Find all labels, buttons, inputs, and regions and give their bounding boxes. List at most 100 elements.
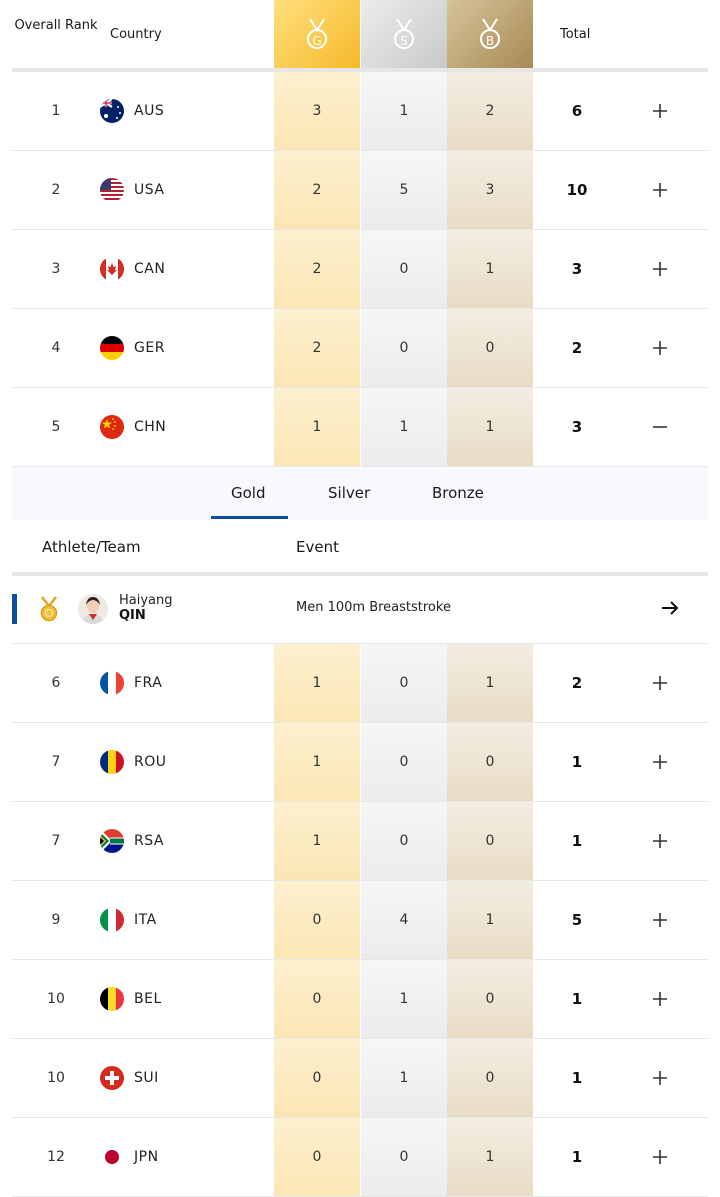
total-count: 1 — [571, 990, 583, 1008]
gold-count: 0 — [274, 960, 360, 1038]
country-row[interactable]: 6 FRA 1 0 1 2 — [12, 644, 708, 723]
bronze-count: 1 — [447, 230, 533, 308]
athlete-table-header: Athlete/Team Event — [12, 520, 708, 576]
silver-count: 4 — [361, 881, 447, 959]
bronze-count: 1 — [447, 1118, 533, 1196]
bronze-count: 1 — [447, 881, 533, 959]
silver-count: 0 — [361, 1118, 447, 1196]
gold-count: 1 — [274, 388, 360, 466]
australia-flag-icon — [100, 99, 124, 123]
silver-medal-icon: S — [391, 17, 417, 51]
plus-icon[interactable] — [648, 1066, 672, 1090]
tab-gold[interactable]: Gold — [231, 484, 266, 502]
country-row[interactable]: 10 SUI 0 1 0 1 — [12, 1039, 708, 1118]
plus-icon[interactable] — [648, 257, 672, 281]
rows-bottom: 6 FRA 1 0 1 2 7 ROU 1 0 0 1 7 RSA 1 0 0 1 9 ITA 0 4 1 5 10 BEL 0 1 0… — [12, 644, 708, 1197]
country-row[interactable]: 7 ROU 1 0 0 1 — [12, 723, 708, 802]
france-flag-icon — [100, 671, 124, 695]
italy-flag-icon — [100, 908, 124, 932]
bronze-count: 1 — [447, 388, 533, 466]
rank: 3 — [51, 261, 61, 277]
rank: 12 — [47, 1149, 65, 1165]
minus-icon[interactable] — [648, 415, 672, 439]
plus-icon[interactable] — [648, 671, 672, 695]
plus-icon[interactable] — [648, 178, 672, 202]
country-code: ITA — [134, 912, 157, 928]
athlete-event: Men 100m Breaststroke — [296, 600, 451, 615]
gold-column-header[interactable]: G — [274, 0, 360, 68]
athlete-last-name: QIN — [119, 608, 146, 623]
rank: 5 — [51, 419, 61, 435]
country-code: SUI — [134, 1070, 159, 1086]
country-row[interactable]: 12 JPN 0 0 1 1 — [12, 1118, 708, 1197]
country-row[interactable]: 7 RSA 1 0 0 1 — [12, 802, 708, 881]
rows-top: 1 AUS 3 1 2 6 2 USA 2 5 3 10 3 CAN 2 0 1 3 4 GER 2 0 0 2 5 CHN 1 1 1… — [12, 72, 708, 467]
china-flag-icon — [100, 415, 124, 439]
gold-count: 1 — [274, 644, 360, 722]
bronze-count: 2 — [447, 72, 533, 150]
silver-count: 0 — [361, 723, 447, 801]
gold-count: 3 — [274, 72, 360, 150]
tab-silver[interactable]: Silver — [328, 484, 371, 502]
plus-icon[interactable] — [648, 908, 672, 932]
silver-count: 0 — [361, 644, 447, 722]
tab-bronze[interactable]: Bronze — [432, 484, 484, 502]
country-code: AUS — [134, 103, 165, 119]
bronze-count: 3 — [447, 151, 533, 229]
total-count: 1 — [571, 1069, 583, 1087]
total-count: 1 — [571, 832, 583, 850]
silver-column-header[interactable]: S — [361, 0, 447, 68]
japan-flag-icon — [100, 1145, 124, 1169]
arrow-right-icon[interactable] — [660, 598, 680, 622]
country-row[interactable]: 4 GER 2 0 0 2 — [12, 309, 708, 388]
country-row[interactable]: 1 AUS 3 1 2 6 — [12, 72, 708, 151]
rank: 4 — [51, 340, 61, 356]
germany-flag-icon — [100, 336, 124, 360]
total-count: 1 — [571, 1148, 583, 1166]
total-count: 3 — [571, 418, 583, 436]
country-code: JPN — [134, 1149, 159, 1165]
plus-icon[interactable] — [648, 750, 672, 774]
gold-count: 2 — [274, 309, 360, 387]
bronze-count: 0 — [447, 309, 533, 387]
bronze-column-header[interactable]: B — [447, 0, 533, 68]
plus-icon[interactable] — [648, 829, 672, 853]
country-row[interactable]: 3 CAN 2 0 1 3 — [12, 230, 708, 309]
plus-icon[interactable] — [648, 99, 672, 123]
silver-count: 1 — [361, 960, 447, 1038]
country-code: RSA — [134, 833, 164, 849]
plus-icon[interactable] — [648, 336, 672, 360]
country-code: CHN — [134, 419, 167, 435]
plus-icon[interactable] — [648, 987, 672, 1011]
gold-count: 0 — [274, 1039, 360, 1117]
gold-count: 2 — [274, 230, 360, 308]
country-code: ROU — [134, 754, 167, 770]
country-row[interactable]: 2 USA 2 5 3 10 — [12, 151, 708, 230]
expanded-country-panel: Gold Silver Bronze Athlete/Team Event Ha… — [12, 467, 708, 644]
silver-count: 0 — [361, 802, 447, 880]
silver-count: 0 — [361, 309, 447, 387]
bronze-count: 0 — [447, 1039, 533, 1117]
total-count: 1 — [571, 753, 583, 771]
gold-medal-icon: G — [304, 17, 330, 51]
country-code: FRA — [134, 675, 163, 691]
gold-medal-icon — [38, 596, 60, 626]
country-row[interactable]: 10 BEL 0 1 0 1 — [12, 960, 708, 1039]
plus-icon[interactable] — [648, 1145, 672, 1169]
rank: 6 — [51, 675, 61, 691]
country-row[interactable]: 9 ITA 0 4 1 5 — [12, 881, 708, 960]
bronze-count: 0 — [447, 802, 533, 880]
rank: 9 — [51, 912, 61, 928]
total-count: 2 — [571, 674, 583, 692]
rank: 2 — [51, 182, 61, 198]
switzerland-flag-icon — [100, 1066, 124, 1090]
medal-table-header: Overall Rank Country G S B Total — [12, 0, 708, 72]
country-code: USA — [134, 182, 165, 198]
bronze-count: 1 — [447, 644, 533, 722]
gold-count: 1 — [274, 723, 360, 801]
bronze-count: 0 — [447, 960, 533, 1038]
country-code: CAN — [134, 261, 166, 277]
athlete-row[interactable]: Haiyang QIN Men 100m Breaststroke — [12, 576, 708, 644]
romania-flag-icon — [100, 750, 124, 774]
country-row[interactable]: 5 CHN 1 1 1 3 — [12, 388, 708, 467]
